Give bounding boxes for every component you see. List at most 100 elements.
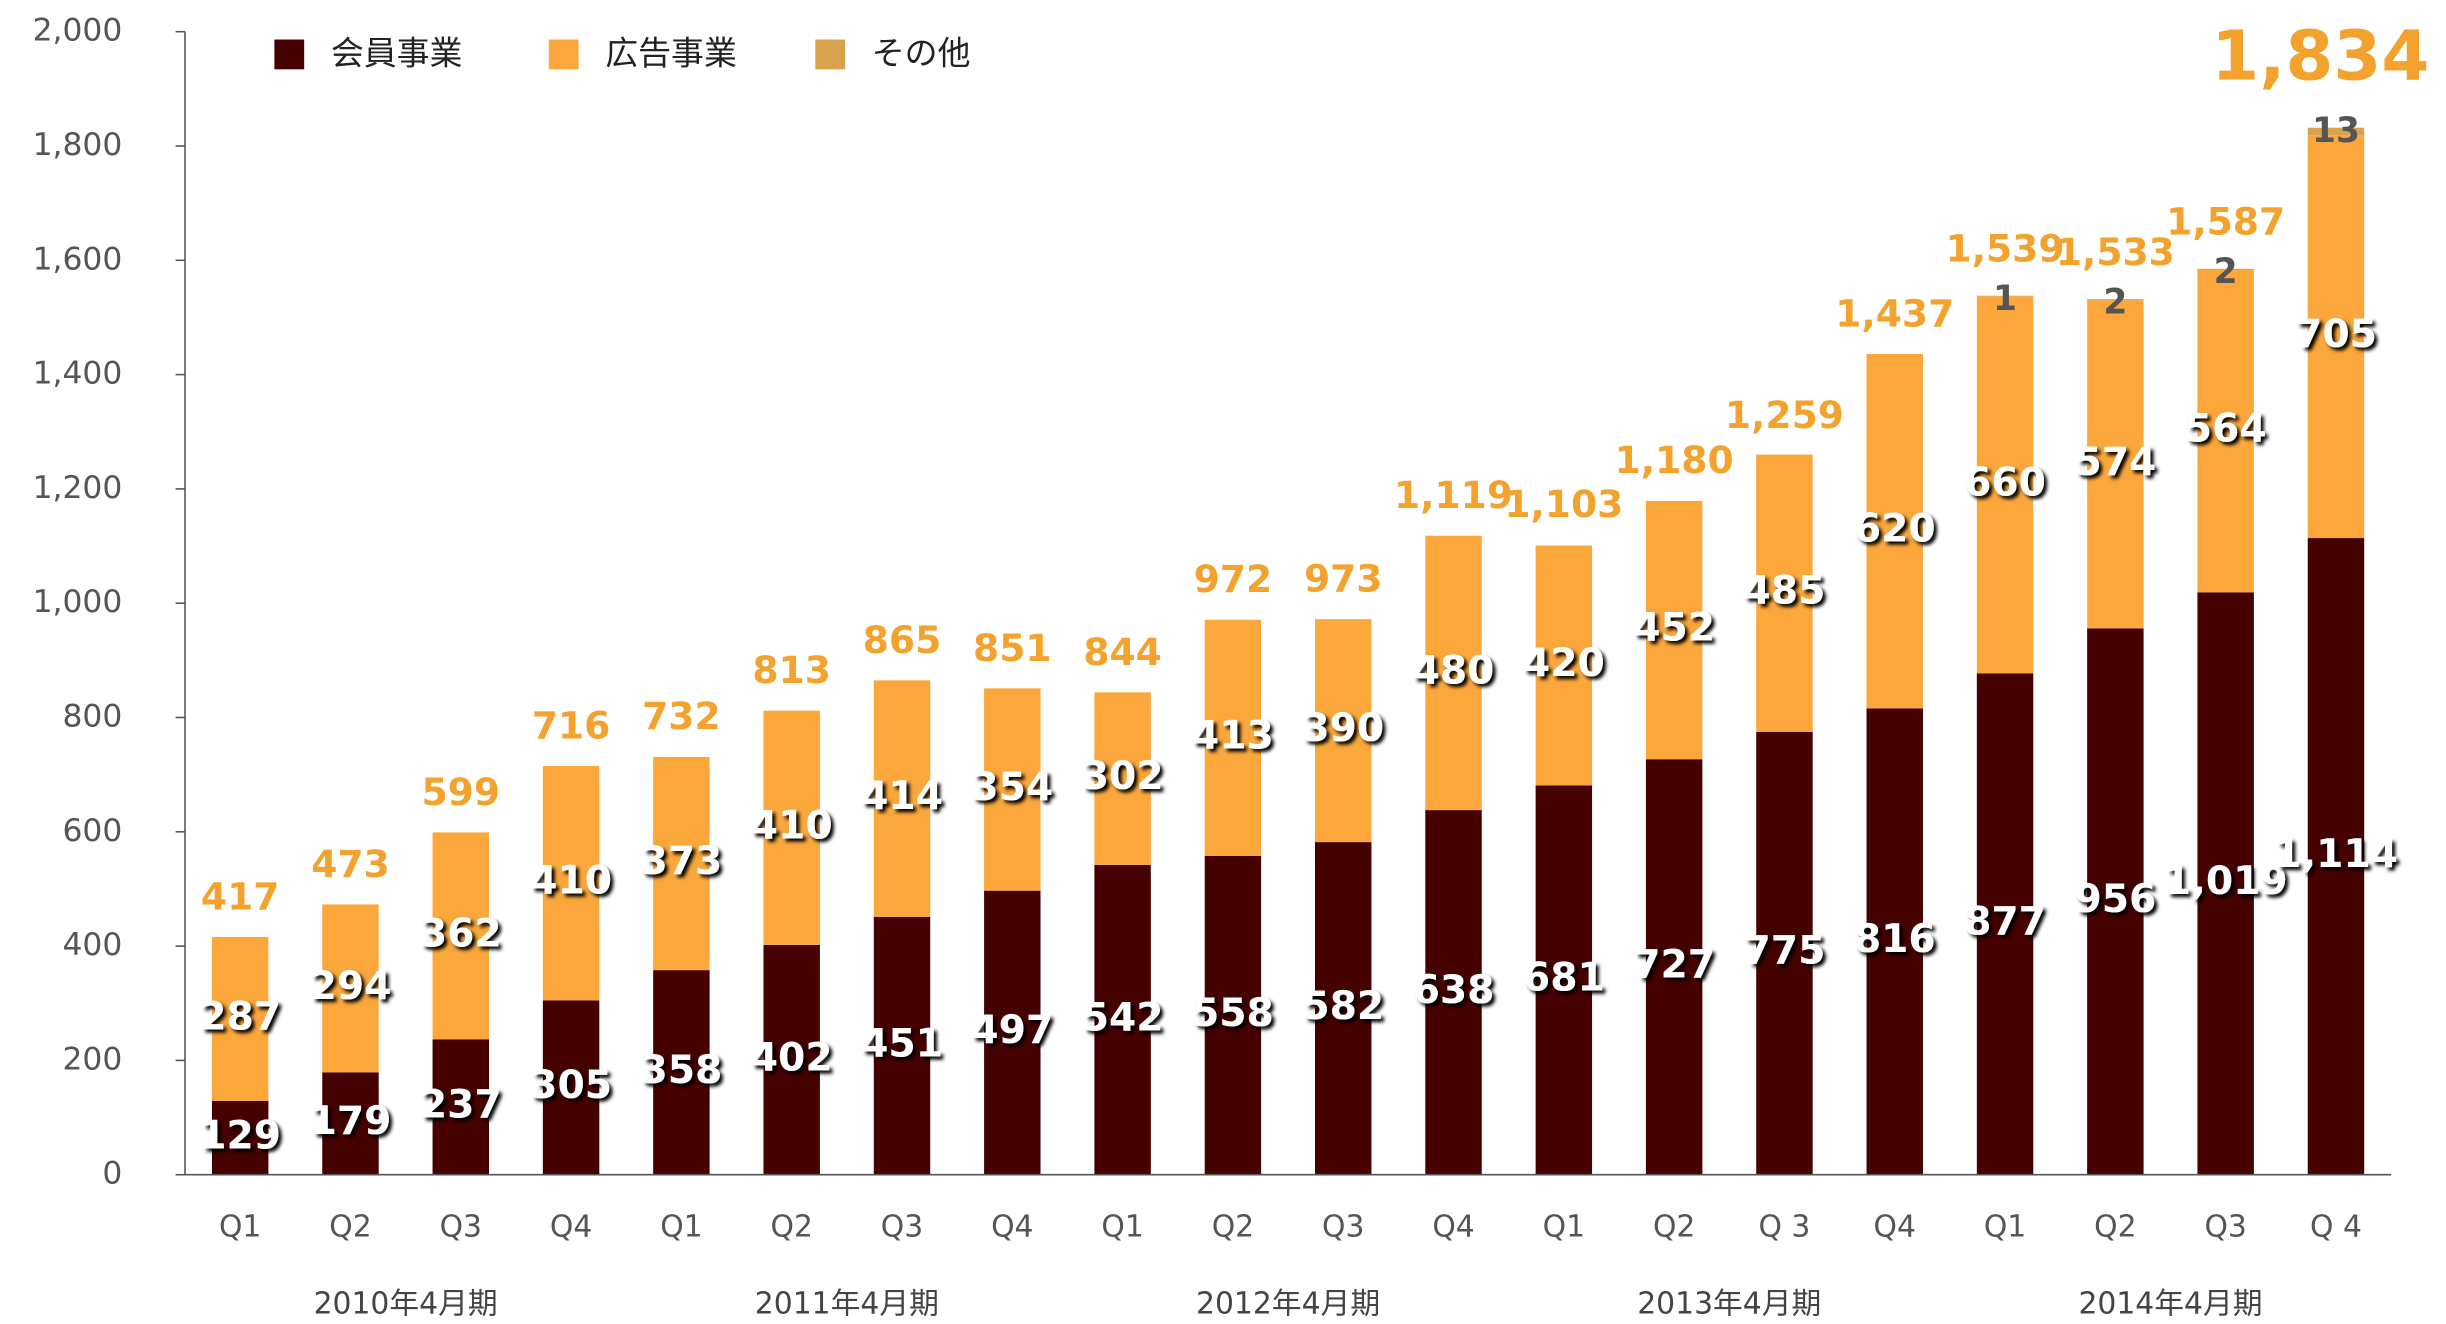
total-label: 1,180 [1615,438,1734,482]
bar-segment [1866,354,1923,709]
data-label: 956 [2074,877,2156,922]
data-label: 452 [1633,606,1715,651]
group-label: 2012年4月期 [1196,1286,1380,1321]
total-label: 599 [422,770,501,814]
data-label: 179 [310,1099,392,1144]
data-label: 414 [861,774,943,819]
group-label: 2013年4月期 [1637,1286,1821,1321]
x-tick-label: Q4 [991,1210,1033,1245]
bar-segment [1756,731,1813,1175]
other-label: 13 [2312,111,2360,151]
bar-segment [542,766,600,1001]
legend-label: 広告事業 [605,34,737,73]
data-label: 582 [1302,984,1384,1029]
bar-segment [322,1072,379,1175]
bar-segment [1314,842,1372,1175]
legend-label: その他 [872,34,971,73]
data-label: 420 [1523,641,1605,686]
x-tick-label: Q1 [1101,1210,1143,1245]
data-label: 775 [1744,929,1826,974]
data-label: 638 [1413,968,1495,1013]
total-label: 1,834 [2211,17,2429,97]
bar-segment [2307,538,2365,1175]
y-tick-label: 800 [62,699,122,735]
data-label: 451 [861,1021,943,1066]
data-label: 542 [1082,995,1164,1040]
total-label: 473 [311,842,390,886]
x-tick-label: Q1 [1984,1210,2026,1245]
bar-segment [653,756,710,971]
x-tick-label: Q3 [881,1210,923,1245]
y-tick-label: 1,000 [33,584,123,620]
bar-segment [1425,535,1482,811]
total-label: 844 [1083,630,1162,674]
x-tick-label: Q4 [1874,1210,1916,1245]
group-label: 2011年4月期 [755,1286,939,1321]
bar-segment [2197,592,2254,1175]
data-label: 373 [640,839,722,884]
bar-segment [763,710,820,945]
total-label: 1,103 [1504,482,1623,526]
data-label: 302 [1082,754,1164,799]
bar-segment [1314,619,1372,843]
x-tick-label: Q1 [219,1210,261,1245]
bar-segment [873,680,931,917]
total-label: 973 [1304,557,1383,601]
data-label: 816 [1854,917,1936,962]
y-tick-label: 1,800 [33,127,123,163]
y-tick-label: 1,200 [33,470,123,506]
x-tick-label: Q4 [550,1210,592,1245]
x-tick-label: Q2 [1212,1210,1254,1245]
group-label: 2010年4月期 [314,1286,498,1321]
bar-segment [1094,692,1151,865]
bar-segment [984,688,1041,891]
y-tick-label: 1,600 [33,241,123,277]
bar-segment [432,832,490,1040]
bar-segment [1204,619,1262,856]
other-label: 2 [2214,252,2238,292]
other-label: 1 [1993,279,2017,319]
bar-segment [211,1100,269,1175]
bar-segment [2307,135,2365,539]
bar-segment [1204,855,1262,1175]
legend-swatch [815,39,846,70]
total-label: 1,437 [1835,291,1954,335]
data-label: 480 [1413,648,1495,693]
y-tick-label: 600 [62,813,122,849]
data-label: 1,114 [2274,832,2398,877]
data-label: 413 [1192,713,1274,758]
data-label: 574 [2074,440,2156,485]
x-tick-label: Q4 [1432,1210,1474,1245]
data-label: 558 [1192,991,1274,1036]
bar-segment [653,970,710,1175]
bar-segment [1645,759,1703,1175]
data-label: 681 [1523,956,1605,1001]
bar-segment [2197,270,2254,593]
total-label: 972 [1194,557,1273,601]
data-label: 237 [420,1082,502,1127]
data-label: 362 [420,911,502,956]
bar-segment [211,936,269,1101]
data-label: 287 [199,994,281,1039]
bar-segment [873,916,931,1175]
legend-swatch [274,39,305,70]
data-label: 485 [1744,569,1826,614]
bar-segment [2307,127,2365,136]
x-tick-label: Q2 [2094,1210,2136,1245]
total-label: 1,259 [1725,393,1844,437]
data-label: 354 [971,765,1053,810]
y-tick-label: 2,000 [33,13,123,49]
x-tick-label: Q 4 [2310,1210,2362,1245]
bar-segment [1866,708,1923,1175]
bar-segment [1976,673,2034,1175]
group-label: 2014年4月期 [2078,1286,2262,1321]
data-label: 705 [2295,312,2377,357]
other-label: 2 [2103,282,2127,322]
bar-segment [322,904,379,1073]
bar-segment [763,944,820,1175]
y-tick-label: 0 [102,1156,122,1192]
data-label: 410 [530,859,612,904]
bar-segment [1645,500,1703,760]
total-label: 1,587 [2166,199,2285,243]
